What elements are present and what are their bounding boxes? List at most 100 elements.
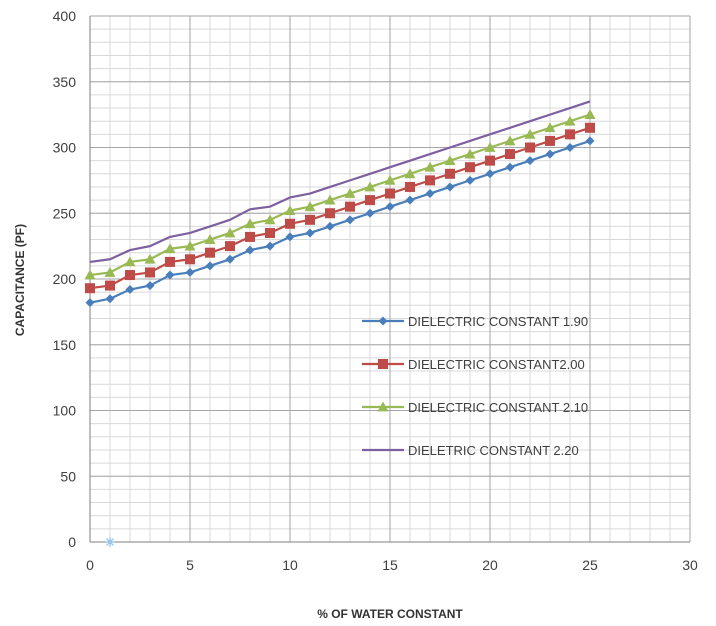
data-point xyxy=(385,202,395,212)
legend-marker xyxy=(378,359,388,369)
data-point xyxy=(465,175,475,185)
series-4 xyxy=(89,100,591,263)
data-point xyxy=(145,281,155,291)
data-point xyxy=(265,227,275,238)
data-point xyxy=(305,228,315,238)
data-point xyxy=(405,195,415,205)
legend: DIELECTRIC CONSTANT 1.90 DIELECTRIC CONST… xyxy=(362,314,588,458)
data-point xyxy=(264,214,276,225)
data-point xyxy=(445,182,455,192)
data-point xyxy=(85,283,95,294)
data-point xyxy=(104,266,116,277)
data-point xyxy=(365,208,375,218)
data-point xyxy=(325,221,335,231)
data-point xyxy=(525,142,535,153)
data-point xyxy=(384,174,396,185)
y-tick-label: 100 xyxy=(53,403,77,419)
x-tick-label: 20 xyxy=(482,557,498,573)
series-2 xyxy=(85,122,595,294)
data-point xyxy=(544,122,556,133)
data-point xyxy=(245,231,255,242)
stray-data-point xyxy=(105,537,115,547)
legend-item-3: DIELECTRIC CONSTANT 2.10 xyxy=(362,400,588,415)
data-point xyxy=(185,254,195,265)
data-point xyxy=(284,205,296,216)
series-line xyxy=(89,100,591,263)
legend-item-1: DIELECTRIC CONSTANT 1.90 xyxy=(362,314,588,329)
data-point xyxy=(445,168,455,179)
legend-marker xyxy=(378,316,388,326)
data-point xyxy=(144,253,156,264)
x-tick-label: 30 xyxy=(682,557,698,573)
data-point xyxy=(505,162,515,172)
data-point xyxy=(365,195,375,206)
data-point xyxy=(405,181,415,192)
x-tick-label: 15 xyxy=(382,557,398,573)
legend-label: DIELECTRIC CONSTANT2.00 xyxy=(408,357,585,372)
data-point xyxy=(204,234,216,244)
legend-marker xyxy=(377,401,389,412)
data-point xyxy=(425,175,435,186)
x-axis-title: % OF WATER CONSTANT xyxy=(317,607,463,621)
data-point xyxy=(324,194,336,205)
y-tick-label: 300 xyxy=(53,140,77,156)
data-point xyxy=(465,162,475,173)
y-tick-label: 200 xyxy=(53,271,77,287)
y-axis-title: CAPACITANCE (PF) xyxy=(13,224,27,336)
data-point xyxy=(205,247,215,258)
data-point xyxy=(524,128,536,139)
x-tick-label: 10 xyxy=(282,557,298,573)
data-point xyxy=(245,245,255,255)
y-tick-label: 50 xyxy=(60,468,76,484)
data-point xyxy=(485,155,495,166)
data-point xyxy=(404,168,416,179)
y-tick-label: 250 xyxy=(53,205,77,221)
y-tick-label: 0 xyxy=(68,534,76,550)
data-point xyxy=(345,215,355,225)
data-point xyxy=(184,240,196,251)
y-tick-label: 400 xyxy=(53,8,77,24)
data-point xyxy=(205,261,215,271)
data-point xyxy=(164,243,176,254)
data-point xyxy=(165,256,175,267)
data-point xyxy=(344,188,356,198)
data-point xyxy=(265,241,275,251)
series-1 xyxy=(85,136,595,308)
data-point xyxy=(185,267,195,277)
data-point xyxy=(525,156,535,166)
data-point xyxy=(285,232,295,242)
data-point xyxy=(244,218,256,229)
data-point xyxy=(385,188,395,199)
data-point xyxy=(105,280,115,291)
series-3 xyxy=(84,109,596,280)
data-point xyxy=(165,270,175,280)
data-point xyxy=(145,267,155,278)
data-point xyxy=(484,142,496,152)
data-point xyxy=(545,135,555,146)
data-point xyxy=(485,169,495,179)
data-point xyxy=(124,256,136,267)
series-line xyxy=(89,139,591,304)
data-point xyxy=(464,148,476,159)
data-point xyxy=(225,241,235,252)
legend-item-2: DIELECTRIC CONSTANT2.00 xyxy=(362,357,585,372)
legend-label: DIELETRIC CONSTANT 2.20 xyxy=(408,443,579,458)
data-point xyxy=(85,298,95,308)
data-point xyxy=(585,136,595,146)
data-point xyxy=(345,201,355,212)
data-point xyxy=(304,201,316,212)
data-point xyxy=(504,135,516,146)
data-point xyxy=(444,155,456,166)
data-point xyxy=(225,254,235,264)
x-tick-label: 25 xyxy=(582,557,598,573)
data-point xyxy=(84,269,96,280)
data-point xyxy=(584,109,596,120)
data-point xyxy=(224,227,236,238)
data-point xyxy=(565,129,575,140)
legend-item-4: DIELETRIC CONSTANT 2.20 xyxy=(362,443,579,458)
grid xyxy=(89,15,691,543)
data-point xyxy=(545,149,555,159)
data-point xyxy=(305,214,315,225)
